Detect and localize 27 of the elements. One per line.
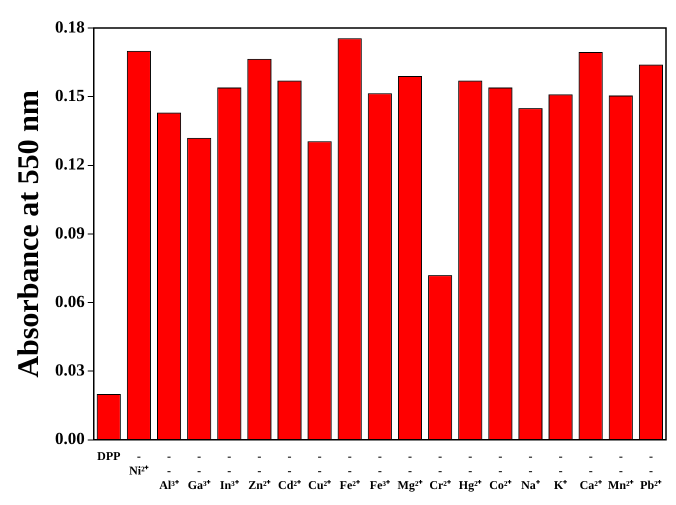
y-tick-label: 0.18 — [55, 17, 85, 36]
x-tick-label: - - Al³⁺ — [159, 449, 179, 492]
x-tick-label: - - Cu²⁺ — [308, 449, 332, 492]
x-tick-label: - - Fe³⁺ — [370, 449, 390, 492]
y-tick-label: 0.12 — [55, 154, 85, 174]
x-tick-label: - - Ca²⁺ — [580, 449, 602, 492]
x-tick-label: - - Pb²⁺ — [640, 449, 662, 492]
x-tick-label: - - Hg²⁺ — [458, 449, 482, 492]
x-tick-label: - - K⁺ — [554, 449, 568, 492]
x-tick-label: - - Fe²⁺ — [340, 449, 360, 492]
x-tick-label: - - Zn²⁺ — [248, 449, 271, 492]
y-tick-label: 0.00 — [55, 429, 85, 448]
x-tick-label: - Ni²⁺ — [129, 449, 149, 478]
x-tick-label: - - Ga³⁺ — [188, 449, 211, 492]
x-tick-label: DPP — [97, 449, 120, 464]
x-tick-label: - - Co²⁺ — [489, 449, 512, 492]
y-axis-title: Absorbance at 550 nm — [12, 90, 45, 378]
y-tick-label: 0.15 — [55, 86, 85, 106]
x-tick-label: - - In³⁺ — [220, 449, 239, 492]
x-tick-label: - - Cd²⁺ — [278, 449, 301, 492]
x-tick-label: - - Mn²⁺ — [608, 449, 634, 492]
y-tick-label: 0.03 — [55, 360, 85, 380]
x-tick-label: - - Mg²⁺ — [398, 449, 422, 492]
y-tick-label: 0.09 — [55, 223, 85, 242]
y-tick-label: 0.06 — [55, 292, 85, 311]
x-tick-label: - - Na⁺ — [521, 449, 540, 492]
x-tick-label: - - Cr²⁺ — [429, 449, 451, 492]
